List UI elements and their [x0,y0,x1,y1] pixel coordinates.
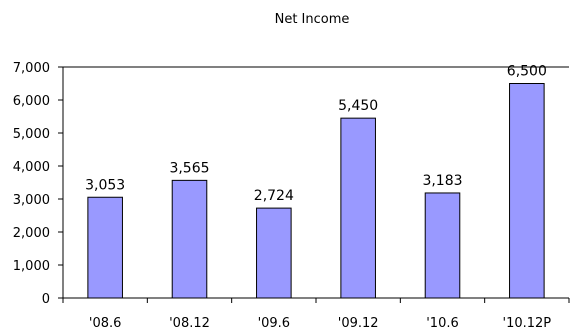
data-labels: 3,053 3,565 2,724 5,450 3,183 6,500 [85,64,547,205]
bar [424,192,461,299]
x-tick-label: '08.6 [89,316,122,331]
x-axis: '08.6 '08.12 '09.6 '09.12 '10.6 '10.12P [62,297,570,331]
data-label: 6,500 [507,64,547,80]
bar [509,83,545,299]
y-tick-label: 2,000 [13,226,50,241]
x-tick-label: '10.12P [503,316,552,331]
data-label: 3,565 [169,160,209,176]
data-label: 5,450 [338,98,378,114]
x-tick-label: '10.6 [426,316,459,331]
chart-title: Net Income [275,12,350,27]
data-label: 3,183 [422,173,462,189]
bar [171,179,208,299]
x-tick-label: '09.12 [338,316,379,331]
y-tick-label: 1,000 [13,259,50,274]
y-tick-label: 0 [42,292,50,307]
bar [87,196,123,299]
bars [87,83,545,299]
y-tick-label: 5,000 [13,127,50,142]
bar [256,207,292,299]
bar [340,117,376,299]
y-axis: 0 1,000 2,000 3,000 4,000 5,000 6,000 7,000 [13,61,569,307]
data-label: 3,053 [85,177,125,193]
y-tick-label: 6,000 [13,94,50,109]
data-label: 2,724 [254,188,294,204]
y-tick-label: 4,000 [13,160,50,175]
y-tick-label: 7,000 [13,61,50,76]
x-tick-label: '08.12 [169,316,210,331]
y-tick-label: 3,000 [13,193,50,208]
x-tick-label: '09.6 [258,316,291,331]
